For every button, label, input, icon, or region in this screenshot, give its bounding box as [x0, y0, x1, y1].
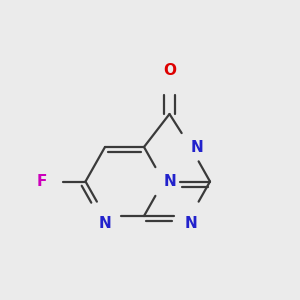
- Text: N: N: [190, 140, 203, 154]
- Text: F: F: [36, 174, 46, 189]
- Text: N: N: [99, 216, 111, 231]
- Text: O: O: [163, 63, 176, 78]
- Text: N: N: [184, 216, 197, 231]
- Text: N: N: [164, 174, 176, 189]
